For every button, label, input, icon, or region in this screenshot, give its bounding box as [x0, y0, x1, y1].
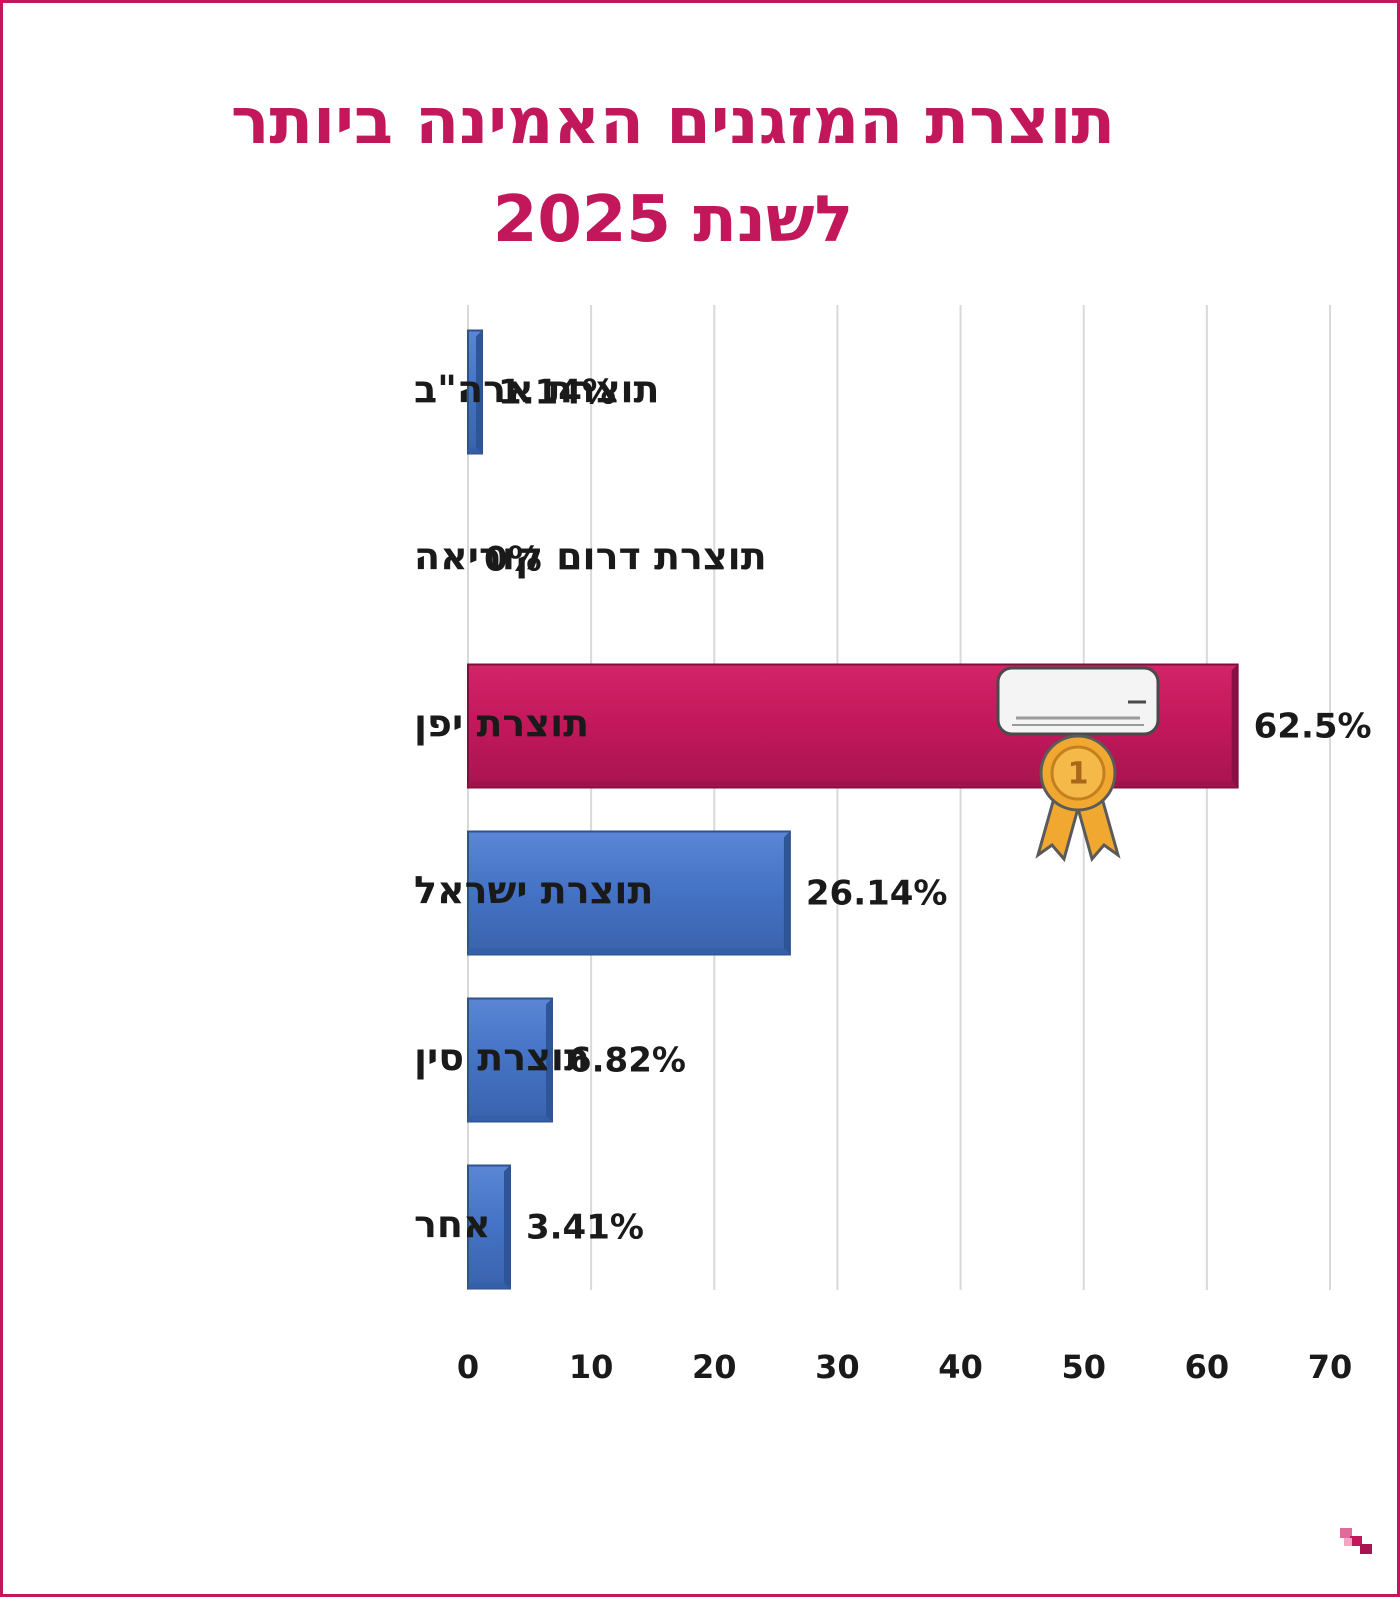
category-label: תוצרת דרום קוריאה: [414, 535, 767, 579]
value-label: 26.14%: [806, 874, 948, 914]
bar-bevel-bottom: [468, 1282, 510, 1289]
bar-bevel-bottom: [468, 447, 483, 454]
bar-bevel-right: [783, 831, 790, 955]
category-label: תוצרת ישראל: [414, 869, 653, 913]
bar-bevel-right: [476, 330, 483, 454]
chart-title-line-1: תוצרת המזגנים האמינה ביותר: [230, 85, 1116, 159]
value-label: 6.82%: [568, 1041, 686, 1081]
bar: [467, 1164, 511, 1290]
chart-title: תוצרת המזגנים האמינה ביותר לשנת 2025: [3, 73, 1343, 269]
value-label: 1.14%: [498, 373, 616, 413]
x-tick-label: 50: [1061, 1348, 1106, 1386]
value-label: 3.41%: [526, 1208, 644, 1248]
decorations: 1: [996, 666, 1372, 1554]
bars: [467, 329, 1239, 1290]
x-tick-label: 30: [815, 1348, 860, 1386]
brand-logo-icon: [1340, 1528, 1372, 1554]
x-tick-label: 70: [1308, 1348, 1353, 1386]
bar-bevel-bottom: [468, 781, 1238, 788]
bar-bevel-bottom: [468, 1115, 552, 1122]
category-label: תוצרת ארה"ב: [414, 368, 660, 412]
bar-bevel-right: [545, 998, 552, 1122]
x-tick-label: 0: [457, 1348, 479, 1386]
category-label: תוצרת סין: [414, 1036, 590, 1080]
category-label: אחר: [414, 1203, 491, 1247]
chart-title-line-2: לשנת 2025: [492, 183, 854, 257]
bar-body: [467, 830, 791, 956]
bar-bevel-right: [1231, 664, 1238, 788]
air-conditioner-icon: [996, 666, 1160, 736]
bar: [467, 997, 553, 1123]
x-tick-label: 10: [569, 1348, 614, 1386]
value-label: 0%: [484, 540, 542, 580]
bar-bevel-bottom: [468, 948, 790, 955]
grid-lines: [467, 305, 1331, 1290]
x-tick-label: 40: [938, 1348, 983, 1386]
medal-icon: 1: [1035, 734, 1121, 863]
bar-body: [467, 1164, 511, 1290]
bar: [467, 329, 484, 455]
bar: [467, 830, 791, 956]
category-label: תוצרת יפן: [414, 702, 589, 746]
x-tick-label: 60: [1185, 1348, 1230, 1386]
medal-number: 1: [1068, 757, 1089, 792]
x-tick-label: 20: [692, 1348, 737, 1386]
x-axis-ticks: 0 10 20 30 40 50 60 70: [457, 1348, 1352, 1386]
value-label: 62.5%: [1254, 707, 1372, 747]
bar-bevel-right: [503, 1165, 510, 1289]
